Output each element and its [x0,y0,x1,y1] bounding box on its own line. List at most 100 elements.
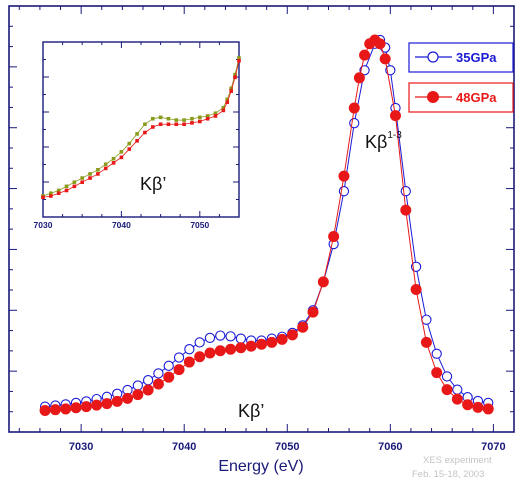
data-point [245,340,257,352]
data-point [72,184,77,189]
inset-chart: 7030 7040 7050 Kβ’ [34,41,241,230]
data-point [431,367,443,379]
data-point [338,170,350,182]
x-tick-label: 7060 [378,441,402,453]
data-point [80,180,84,184]
data-point [225,100,230,104]
data-point [276,333,288,345]
data-point [127,141,132,146]
data-point [472,401,484,413]
data-point [119,155,124,160]
data-point [441,384,453,396]
data-point [135,139,139,143]
data-point [348,102,360,114]
data-point [266,336,278,348]
x-tick-label: 7030 [69,441,93,453]
data-point [173,364,185,376]
inset-x-tick-labels: 7030 7040 7050 [34,220,210,230]
data-point [143,130,147,135]
data-point [225,97,230,102]
data-point [111,161,116,165]
legend: 35GPa 48GPa [408,42,514,113]
data-point [101,398,113,410]
data-point [379,53,391,65]
data-point [400,204,412,216]
data-point [163,371,175,383]
data-point [163,360,174,371]
data-point [452,384,463,395]
data-point [229,86,233,91]
data-point [297,321,309,333]
data-point [80,176,84,180]
data-point [328,231,340,243]
data-point [158,115,163,120]
x-axis-title: Energy (eV) [218,458,303,475]
kbeta13-label: Kβ1-3 [365,130,402,152]
data-point [70,402,82,414]
data-point [214,345,226,357]
data-point [431,348,442,359]
data-point [307,306,319,318]
kbeta13-label-main: Kβ [365,132,387,152]
data-point [64,188,69,193]
main-plot-frame [8,5,515,433]
series-line [42,57,240,197]
data-point [49,404,61,416]
data-point [88,172,92,176]
data-point [127,147,132,151]
data-point [256,338,267,350]
data-point [237,56,241,60]
data-point [235,342,247,354]
data-point [389,110,401,122]
data-point [237,58,241,63]
data-point [39,404,51,416]
legend-marker-35gpa [427,51,439,63]
data-point [132,380,143,391]
data-point [111,156,116,161]
series-line [42,60,240,198]
data-point [60,403,72,415]
data-point [49,191,53,196]
kbeta-prime-label: Kβ’ [238,401,264,421]
data-point [166,116,171,121]
data-point [190,121,194,125]
data-point [359,49,371,61]
legend-marker-48gpa [427,91,439,103]
data-point [142,384,154,396]
data-point [103,166,108,171]
x-tick-label: 7070 [481,441,505,453]
inset-x-tick-label: 7030 [34,220,53,230]
data-point [225,331,236,342]
inset-series-olive [41,56,241,198]
data-point [233,75,237,80]
data-point [400,186,411,197]
data-point [49,194,53,198]
data-point [353,72,365,84]
inset-series-red [41,58,241,200]
data-point [132,389,144,401]
data-point [213,111,218,115]
kbeta13-label-superscript: 1-3 [387,130,402,141]
data-point [152,378,164,390]
data-point [91,399,103,411]
data-point [462,399,474,411]
data-point [64,184,69,189]
data-point [182,118,186,122]
data-point [158,122,163,127]
data-point [111,395,123,407]
legend-box-35gpa [408,42,514,73]
data-point [142,375,154,386]
x-tick-label: 7050 [275,441,299,453]
data-point [190,116,194,121]
data-point [135,132,139,136]
data-point [204,347,216,359]
data-point [103,162,108,167]
data-point [225,343,237,355]
data-point [150,116,155,121]
data-point [184,344,195,355]
data-point [221,108,226,113]
data-point [420,336,432,348]
main-x-tick-labels: 7030 7040 7050 7060 7070 [69,441,506,453]
data-point [198,115,202,120]
